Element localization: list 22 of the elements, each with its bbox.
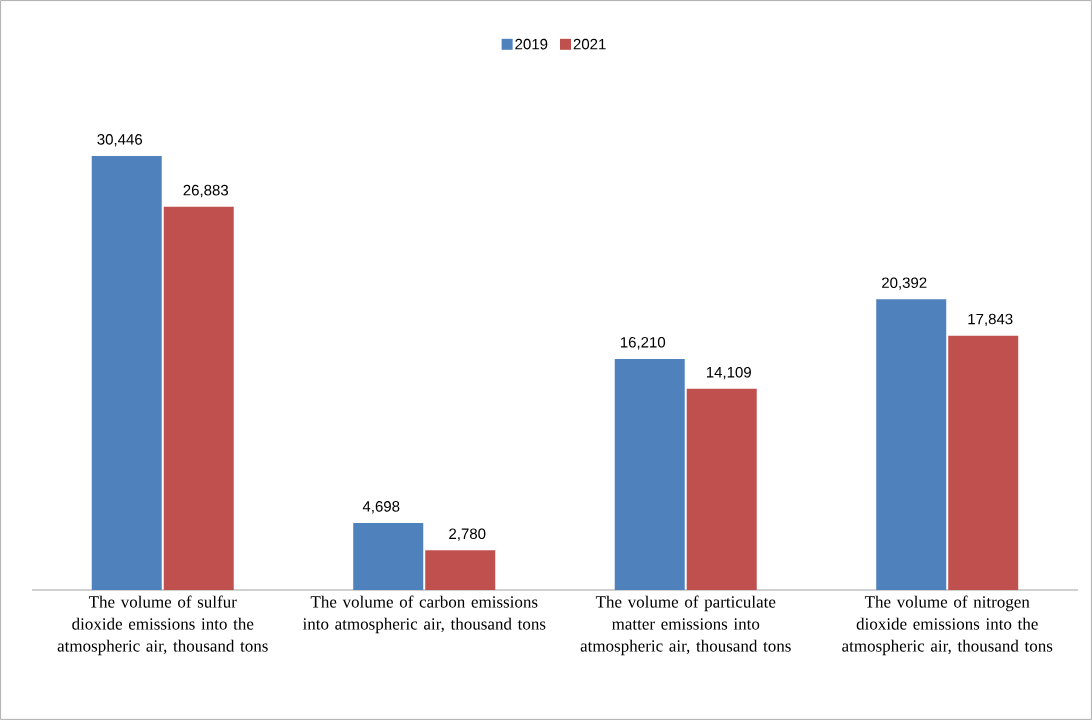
data-label: 2,780: [449, 528, 486, 541]
x-tick-label: The volume of nitrogen dioxide emissions into the atmospheric air, thousand tons: [842, 595, 1053, 656]
legend-label: 2019: [515, 38, 548, 50]
bar: [614, 358, 685, 590]
bar: [948, 335, 1019, 590]
data-label: 30,446: [97, 134, 143, 147]
bar: [425, 550, 496, 590]
bar: [163, 206, 234, 590]
data-label: 26,883: [183, 184, 229, 198]
bar: [876, 299, 947, 590]
data-label: 4,698: [362, 501, 400, 514]
data-label: 17,843: [968, 313, 1013, 327]
data-label: 20,392: [882, 277, 927, 290]
x-tick-label: The volume of particulate matter emissions into atmospheric air, thousand tons: [580, 595, 791, 656]
bar: [686, 388, 757, 590]
bar: [353, 523, 424, 590]
x-tick-label: The volume of carbon emissions into atmospheric air, thousand tons: [302, 595, 546, 634]
data-label: 16,210: [620, 337, 666, 350]
legend-label: 2021: [573, 38, 606, 50]
bar: [91, 155, 162, 590]
x-tick-label: The volume of sulfur dioxide emissions into the atmospheric air, thousand tons: [57, 595, 268, 656]
data-label: 14,109: [706, 366, 751, 380]
